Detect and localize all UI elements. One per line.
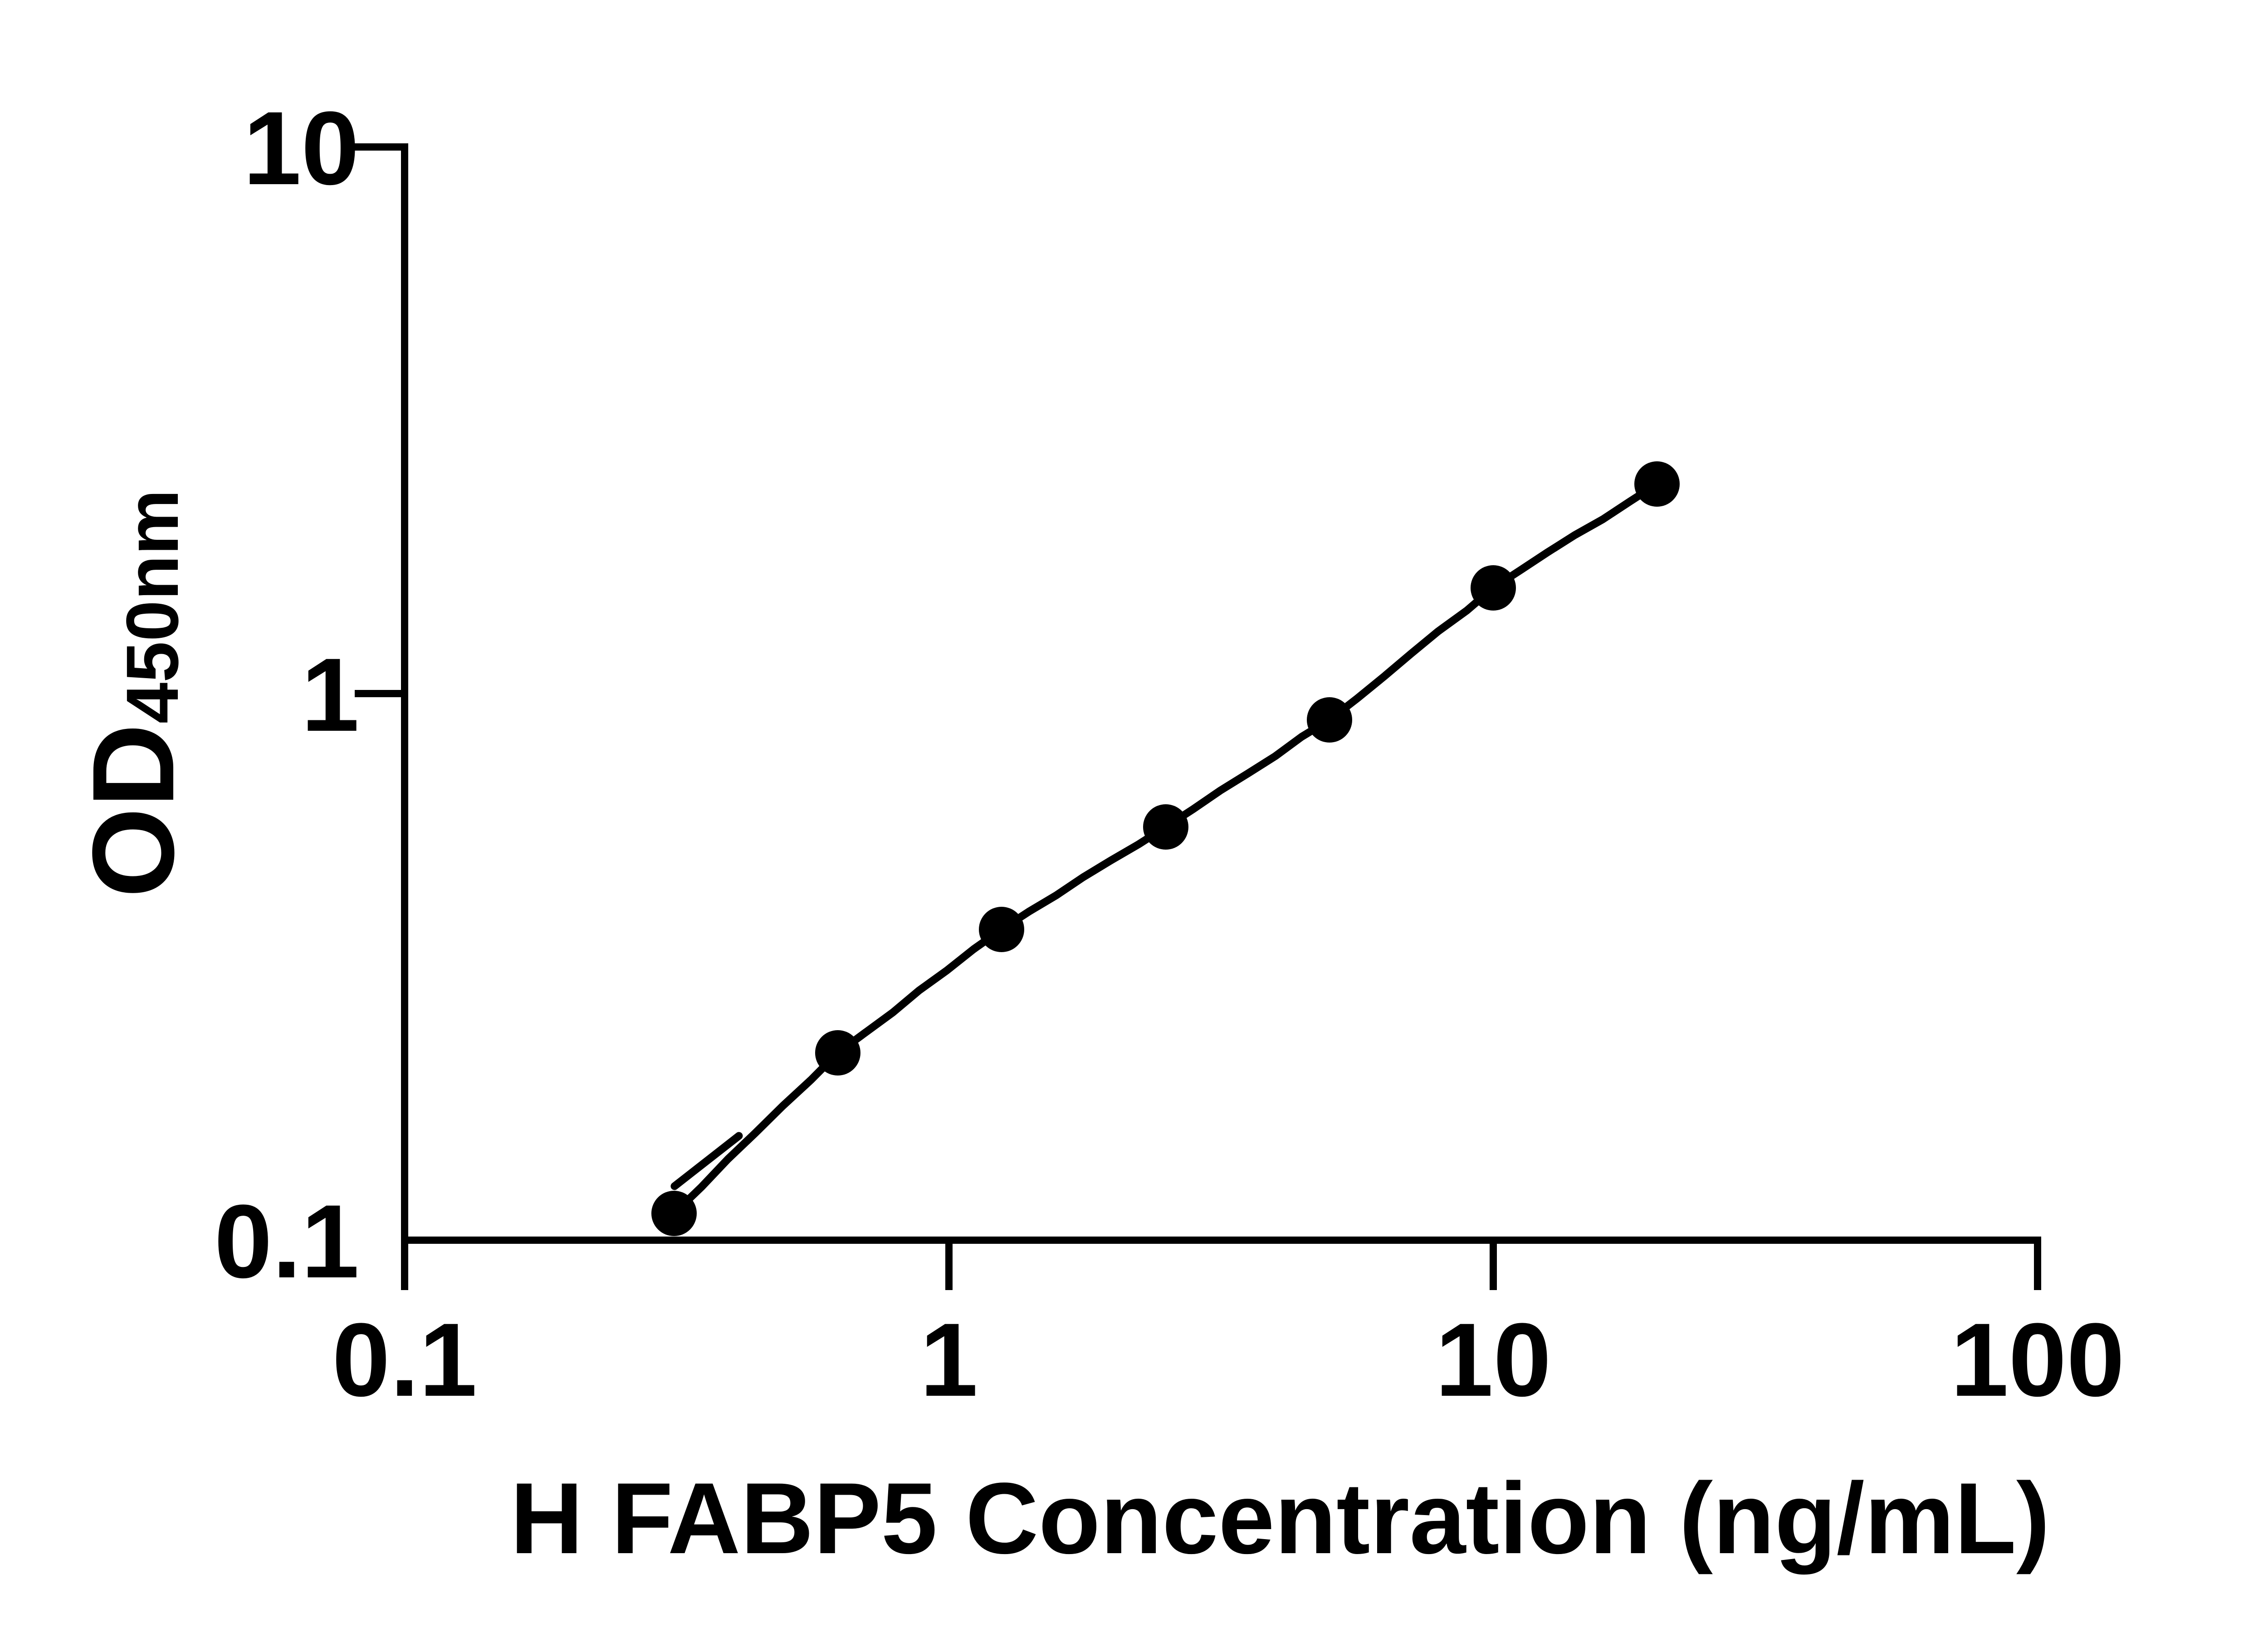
svg-text:0.1: 0.1	[332, 1301, 477, 1418]
svg-text:1: 1	[301, 636, 359, 753]
svg-text:10: 10	[243, 90, 359, 206]
svg-text:1: 1	[920, 1301, 978, 1418]
svg-text:0.1: 0.1	[214, 1183, 359, 1300]
svg-text:H FABP5 Concentration (ng/mL): H FABP5 Concentration (ng/mL)	[510, 1462, 2050, 1575]
svg-text:100: 100	[1950, 1301, 2125, 1418]
svg-text:10: 10	[1435, 1301, 1551, 1418]
